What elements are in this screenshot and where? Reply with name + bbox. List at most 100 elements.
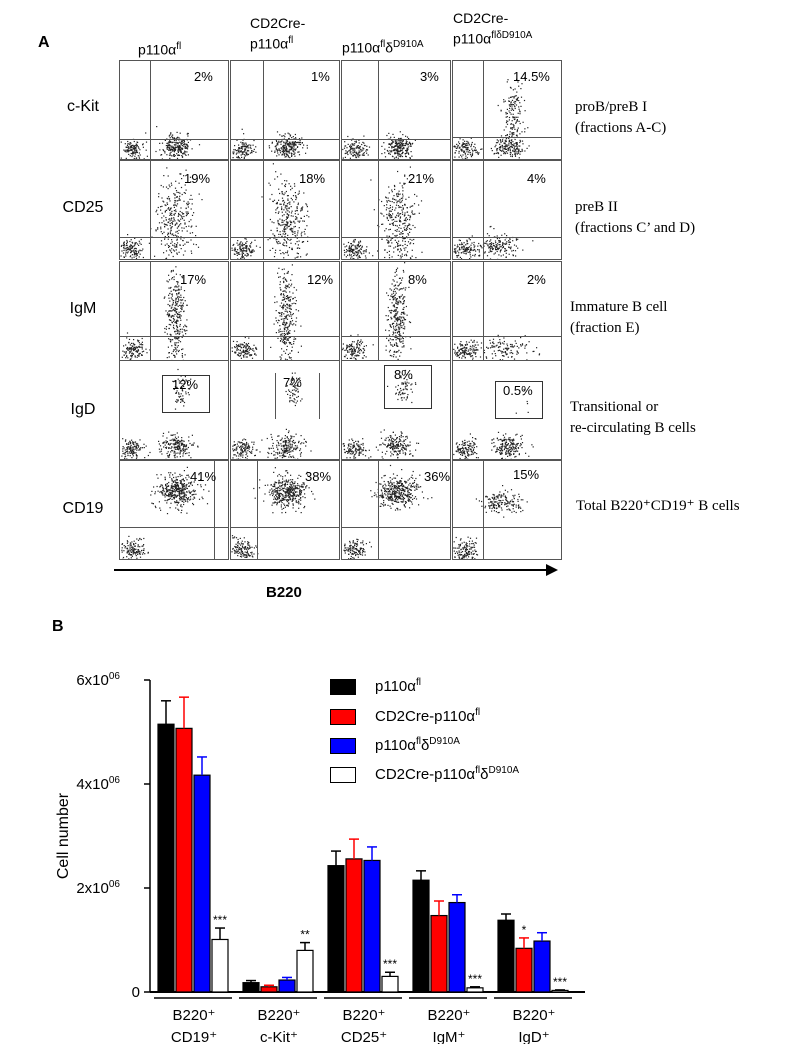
facs-plot: 8%	[341, 360, 451, 460]
facs-plot: 3%	[341, 60, 451, 160]
row-label-igm: IgM	[69, 300, 97, 317]
b220-axis-title: B220	[266, 584, 302, 601]
y-tick-label: 4x1006	[76, 775, 120, 793]
facs-dot-cloud	[121, 266, 188, 360]
facs-plot: 12%	[230, 261, 340, 361]
bar	[363, 859, 381, 993]
category-label: IgD⁺	[518, 1029, 549, 1044]
significance-mark: **	[300, 928, 310, 942]
facs-dot-cloud	[453, 225, 534, 259]
facs-plot: 2%	[452, 261, 562, 361]
b220-axis-arrow	[114, 564, 558, 576]
significance-mark: ***	[383, 957, 397, 971]
row-label-cd19: CD19	[62, 500, 104, 517]
bar	[175, 727, 193, 993]
bar	[260, 986, 278, 993]
facs-dot-cloud	[231, 467, 316, 558]
category-label: B220⁺	[343, 1007, 386, 1024]
category-label: B220⁺	[258, 1007, 301, 1024]
bar	[211, 938, 229, 993]
y-tick-label: 2x1006	[76, 879, 120, 897]
facs-dot-cloud	[343, 166, 423, 259]
row-label-ckit: c-Kit	[67, 98, 99, 115]
bar	[412, 879, 430, 993]
facs-dot-cloud	[342, 131, 416, 159]
bar	[497, 919, 515, 993]
facs-plot: 15%	[452, 460, 562, 560]
column-header-4: CD2Cre- p110αflδD910A	[453, 10, 533, 47]
column-header-3: p110αflδD910A	[342, 39, 424, 56]
facs-plot: 8%	[341, 261, 451, 361]
facs-plot: 38%	[230, 460, 340, 560]
facs-plot: 41%	[119, 460, 229, 560]
facs-dot-cloud	[121, 368, 199, 459]
column-header-2: CD2Cre- p110αfl	[250, 15, 306, 52]
facs-plot: 7%	[230, 360, 340, 460]
facs-plot: 19%	[119, 160, 229, 260]
bar	[533, 940, 551, 993]
category-label: IgM⁺	[433, 1029, 466, 1044]
category-label: B220⁺	[173, 1007, 216, 1024]
facs-dot-cloud	[453, 485, 528, 559]
category-label: CD19⁺	[171, 1029, 217, 1044]
y-tick-label: 0	[132, 984, 140, 1001]
bar	[381, 975, 399, 993]
legend-swatch	[330, 738, 356, 754]
facs-dot-cloud	[121, 466, 210, 559]
facs-plot: 36%	[341, 460, 451, 560]
panel-a-letter: A	[38, 34, 50, 51]
bar	[296, 949, 314, 993]
row-description-cd19: Total B220⁺CD19⁺ B cells	[576, 498, 740, 514]
panel-b-letter: B	[52, 618, 64, 635]
category-label: CD25⁺	[341, 1029, 387, 1044]
facs-plot: 0.5%	[452, 360, 562, 460]
bar	[551, 989, 569, 993]
row-description-igm: Immature B cell (fraction E)	[570, 299, 668, 336]
facs-dot-cloud	[232, 128, 308, 159]
significance-mark: *	[522, 923, 527, 937]
significance-mark: ***	[553, 975, 567, 989]
bar	[448, 901, 466, 993]
bar	[193, 774, 211, 993]
category-label: B220⁺	[513, 1007, 556, 1024]
facs-dot-cloud	[453, 77, 530, 159]
facs-plot: 17%	[119, 261, 229, 361]
facs-dot-cloud	[120, 126, 201, 159]
facs-dot-cloud	[232, 372, 312, 459]
row-description-cd25: preB II (fractions C’ and D)	[575, 199, 696, 236]
bar	[466, 987, 484, 993]
facs-plot: 18%	[230, 160, 340, 260]
bar	[157, 723, 175, 993]
facs-plot: 1%	[230, 60, 340, 160]
bar	[430, 914, 448, 993]
facs-plot: 12%	[119, 360, 229, 460]
facs-dot-cloud	[343, 464, 433, 559]
facs-dot-cloud	[120, 167, 203, 259]
row-label-igd: IgD	[70, 401, 96, 418]
facs-plot: 2%	[119, 60, 229, 160]
facs-dot-cloud	[231, 163, 310, 259]
row-description-igd: Transitional or re-circulating B cells	[570, 399, 696, 436]
facs-dot-cloud	[342, 369, 420, 459]
facs-plot: 21%	[341, 160, 451, 260]
row-label-cd25: CD25	[62, 199, 104, 216]
bar	[515, 947, 533, 993]
row-description-ckit: proB/preB I (fractions A-C)	[575, 99, 667, 136]
legend-swatch	[330, 679, 356, 695]
facs-dot-cloud	[231, 264, 302, 360]
facs-dot-cloud	[453, 389, 534, 459]
facs-plot: 14.5%	[452, 60, 562, 160]
bar	[345, 858, 363, 993]
facs-plot: 4%	[452, 160, 562, 260]
legend-swatch	[330, 709, 356, 725]
category-label: c-Kit⁺	[260, 1029, 298, 1044]
significance-mark: ***	[213, 913, 227, 927]
legend-swatch	[330, 767, 356, 783]
facs-dot-cloud	[342, 262, 412, 360]
bar	[278, 979, 296, 993]
significance-mark: ***	[468, 972, 482, 986]
bar	[242, 982, 260, 993]
bar	[327, 865, 345, 993]
category-label: B220⁺	[428, 1007, 471, 1024]
